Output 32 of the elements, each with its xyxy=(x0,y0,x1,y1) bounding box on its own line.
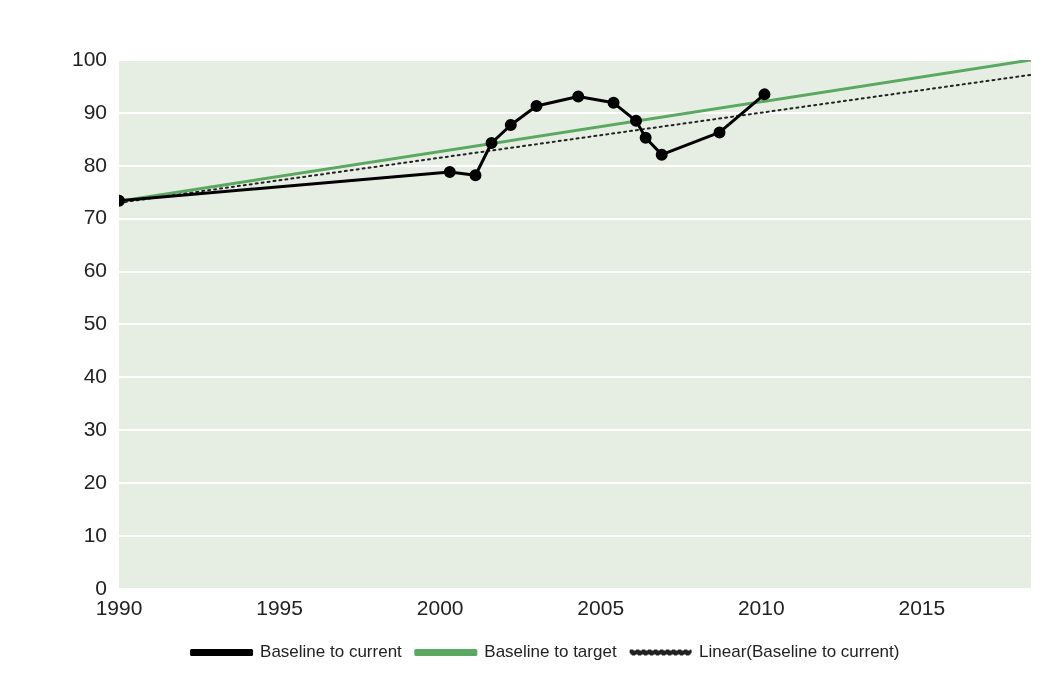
legend-label: Baseline to target xyxy=(484,642,617,662)
point xyxy=(485,137,498,150)
y-tick-label: 70 xyxy=(83,205,108,229)
y-tick-label: 30 xyxy=(83,416,108,440)
x-tick-label: 1995 xyxy=(256,596,303,620)
point xyxy=(530,100,543,113)
point xyxy=(572,90,585,103)
point xyxy=(655,148,668,161)
x-tick-label: 1990 xyxy=(95,596,143,620)
point xyxy=(713,126,726,139)
y-tick-label: 20 xyxy=(83,469,108,493)
point xyxy=(469,169,482,182)
y-tick-label: 0 xyxy=(95,575,108,599)
x-tick-label: 2015 xyxy=(898,596,946,620)
point xyxy=(639,131,652,144)
point xyxy=(607,96,620,109)
point xyxy=(504,119,517,132)
legend-label: Baseline to current xyxy=(260,642,403,662)
point xyxy=(630,114,643,127)
point xyxy=(443,166,456,179)
y-tick-label: 10 xyxy=(83,522,108,546)
x-tick-label: 2010 xyxy=(737,596,785,620)
y-tick-label: 40 xyxy=(83,364,108,388)
y-tick-label: 60 xyxy=(83,258,108,282)
x-tick-label: 2000 xyxy=(416,596,464,620)
point xyxy=(758,88,771,101)
y-tick-label: 80 xyxy=(83,152,108,176)
x-tick-label: 2005 xyxy=(577,596,625,620)
y-tick-label: 100 xyxy=(71,46,108,70)
legend-label: Linear(Baseline to current) xyxy=(699,642,900,662)
y-tick-label: 90 xyxy=(83,99,108,123)
y-tick-label: 50 xyxy=(83,311,108,335)
